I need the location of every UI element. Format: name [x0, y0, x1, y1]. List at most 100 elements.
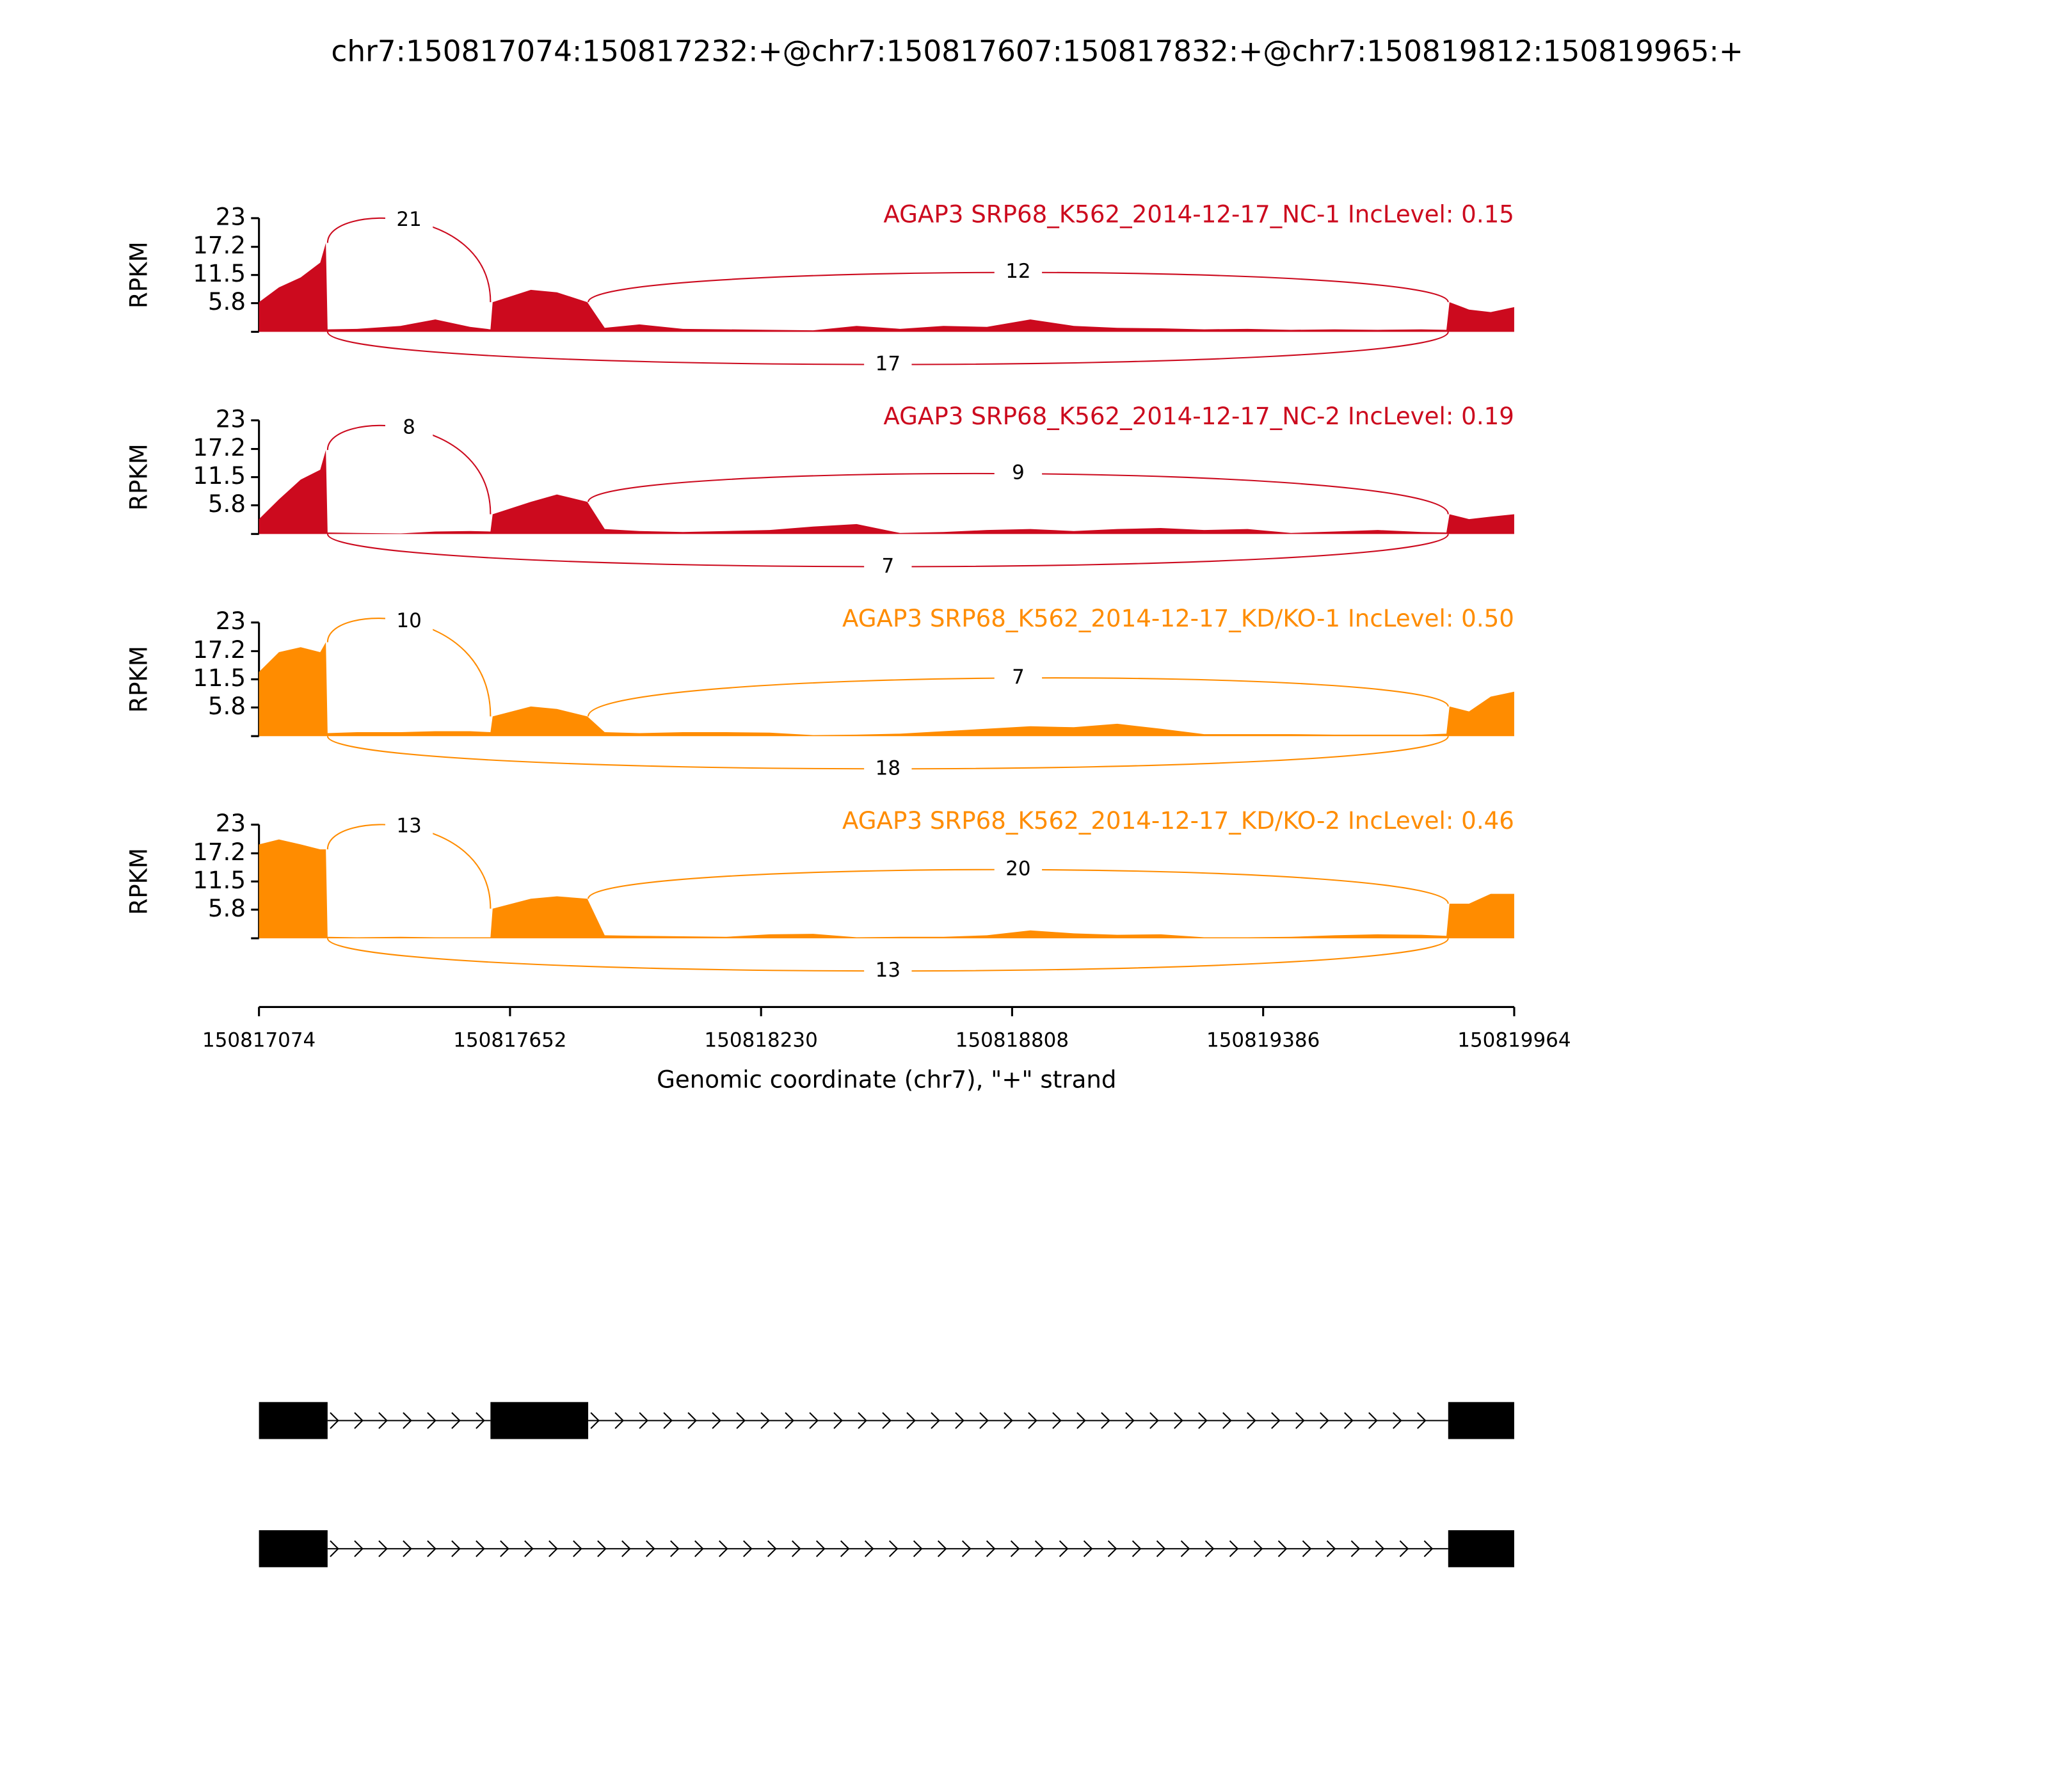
strand-chevron: [614, 1412, 625, 1429]
junction-label: 9: [1012, 461, 1025, 484]
strand-chevron: [1076, 1412, 1086, 1429]
strand-chevron: [1271, 1412, 1281, 1429]
strand-chevron: [986, 1540, 996, 1557]
exon: [1448, 1530, 1514, 1567]
strand-chevron: [597, 1540, 607, 1557]
strand-chevron: [816, 1540, 826, 1557]
junction-label: 8: [403, 416, 415, 439]
y-tick-label: 23: [216, 203, 246, 230]
junction-label-bg: [994, 666, 1043, 690]
strand-chevron: [979, 1412, 989, 1429]
strand-chevron: [1320, 1412, 1329, 1429]
x-tick-label: 150817074: [202, 1029, 316, 1052]
strand-chevron: [1101, 1412, 1110, 1429]
junction-label: 10: [396, 609, 421, 632]
strand-chevron: [1350, 1540, 1361, 1557]
strand-chevron: [1417, 1412, 1427, 1429]
strand-chevron: [736, 1412, 746, 1429]
y-tick-label: 23: [216, 607, 246, 635]
junction-label: 7: [1012, 666, 1025, 689]
strand-chevron: [864, 1540, 874, 1557]
strand-chevron: [687, 1412, 697, 1429]
strand-chevron: [1393, 1412, 1402, 1429]
strand-chevron: [882, 1412, 892, 1429]
strand-chevron: [1034, 1540, 1044, 1557]
strand-chevron: [1052, 1412, 1062, 1429]
strand-chevron: [590, 1412, 600, 1429]
strand-chevron: [451, 1412, 461, 1429]
chart-title: chr7:150817074:150817232:+@chr7:15081760…: [331, 34, 1743, 68]
strand-chevron: [403, 1540, 412, 1557]
y-axis-label: RPKM: [125, 646, 152, 713]
strand-chevron: [639, 1412, 649, 1429]
coverage-area: [259, 839, 1514, 939]
junction-label: 13: [876, 959, 900, 982]
strand-chevron: [694, 1540, 704, 1557]
junction-label-bg: [864, 555, 912, 579]
x-tick-label: 150819964: [1457, 1029, 1571, 1052]
strand-chevron: [500, 1540, 509, 1557]
strand-chevron: [1198, 1412, 1208, 1429]
junction-label-bg: [994, 260, 1043, 285]
strand-chevron: [1423, 1540, 1434, 1557]
coverage-area: [259, 243, 1514, 332]
y-tick-label: 17.2: [193, 838, 246, 866]
strand-chevron: [378, 1412, 388, 1429]
y-tick-label: 5.8: [208, 288, 246, 316]
y-tick-label: 23: [216, 405, 246, 433]
strand-chevron: [670, 1540, 680, 1557]
strand-chevron: [1204, 1540, 1215, 1557]
track-title: AGAP3 SRP68_K562_2014-12-17_KD/KO-2 IncL…: [842, 807, 1514, 835]
strand-chevron: [913, 1540, 923, 1557]
y-tick-label: 11.5: [193, 260, 246, 287]
strand-chevron: [1028, 1412, 1037, 1429]
track-title: AGAP3 SRP68_K562_2014-12-17_NC-2 IncLeve…: [883, 403, 1514, 430]
exon: [259, 1402, 328, 1439]
strand-chevron: [378, 1540, 388, 1557]
strand-chevron: [840, 1540, 850, 1557]
strand-chevron: [330, 1412, 339, 1429]
strand-chevron: [354, 1412, 364, 1429]
strand-chevron: [955, 1412, 964, 1429]
x-tick-label: 150819386: [1206, 1029, 1320, 1052]
junction-label-bg: [864, 959, 912, 984]
strand-chevron: [1253, 1540, 1263, 1557]
strand-chevron: [1222, 1412, 1232, 1429]
strand-chevron: [1368, 1412, 1378, 1429]
strand-chevron: [427, 1412, 436, 1429]
x-tick-label: 150817652: [453, 1029, 566, 1052]
y-tick-label: 17.2: [193, 636, 246, 664]
y-tick-label: 11.5: [193, 664, 246, 692]
strand-chevron: [1180, 1540, 1190, 1557]
y-tick-label: 11.5: [193, 462, 246, 490]
strand-chevron: [1399, 1540, 1409, 1557]
strand-chevron: [833, 1412, 843, 1429]
strand-chevron: [1344, 1412, 1354, 1429]
coverage-area: [259, 450, 1514, 534]
junction-label-bg: [994, 461, 1043, 486]
strand-chevron: [888, 1540, 899, 1557]
junction-label: 12: [1005, 260, 1030, 283]
y-tick-label: 17.2: [193, 434, 246, 461]
strand-chevron: [792, 1540, 801, 1557]
strand-chevron: [524, 1540, 534, 1557]
y-tick-label: 5.8: [208, 895, 246, 922]
junction-label-bg: [385, 609, 433, 634]
junction-label: 20: [1005, 857, 1030, 880]
y-tick-label: 5.8: [208, 490, 246, 518]
junction-label-bg: [994, 858, 1043, 882]
strand-chevron: [476, 1412, 485, 1429]
strand-chevron: [1375, 1540, 1385, 1557]
strand-chevron: [1326, 1540, 1336, 1557]
strand-chevron: [906, 1412, 916, 1429]
junction-label-bg: [385, 209, 433, 233]
strand-chevron: [663, 1412, 673, 1429]
strand-chevron: [1229, 1540, 1239, 1557]
strand-chevron: [1059, 1540, 1069, 1557]
y-axis-label: RPKM: [125, 848, 152, 915]
junction-label: 18: [876, 756, 900, 780]
strand-chevron: [646, 1540, 655, 1557]
strand-chevron: [760, 1412, 770, 1429]
